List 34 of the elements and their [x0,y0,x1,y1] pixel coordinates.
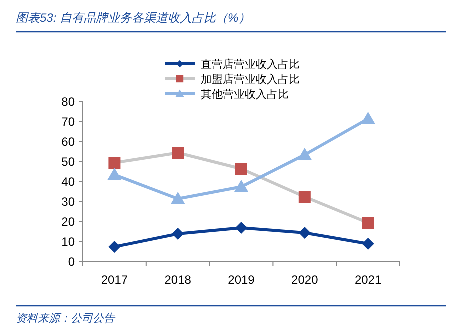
point [171,192,186,204]
y-tick-label: 40 [62,175,76,189]
y-tick-label: 30 [62,195,76,209]
y-tick-label: 60 [62,135,76,149]
legend-label: 其他营业收入占比 [201,88,289,101]
x-tick-label: 2019 [228,273,256,287]
point [298,191,311,203]
point [361,112,376,124]
point [298,227,311,239]
chart-title: 图表53: 自有品牌业务各渠道收入占比（%） [16,11,251,25]
y-tick-label: 20 [62,215,76,229]
y-tick-label: 80 [62,95,76,109]
point [234,180,248,192]
point [298,148,312,160]
y-tick-label: 50 [62,155,76,169]
point [108,157,121,169]
point [172,147,184,159]
point [362,217,374,229]
x-tick-label: 2021 [354,273,382,287]
text: 资料来源：公司公告 [16,312,116,325]
y-tick-label: 0 [68,255,76,269]
point [108,241,121,253]
point [236,222,248,234]
y-tick-label: 10 [62,235,76,249]
point [362,238,374,250]
x-tick-label: 2018 [164,273,192,287]
point [236,163,248,175]
legend-label: 直营店营业收入占比 [201,58,300,71]
x-tick-label: 2017 [101,273,128,287]
point [172,228,184,240]
y-tick-label: 70 [62,115,76,129]
x-tick-label: 2020 [292,273,319,287]
point [108,168,122,180]
legend-label: 加盟店营业收入占比 [201,73,300,86]
